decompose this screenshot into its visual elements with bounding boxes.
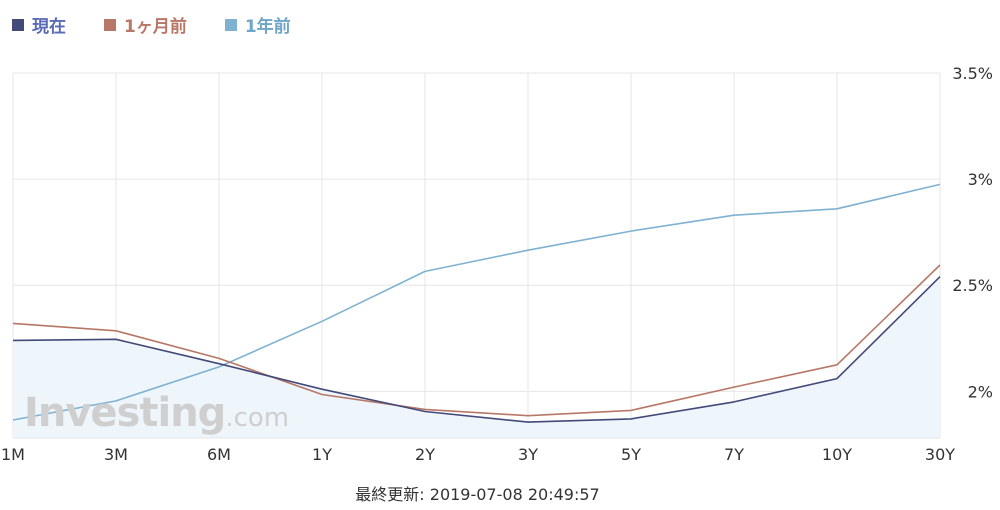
legend-swatch-icon [224, 18, 237, 31]
legend-label: 現在 [32, 17, 66, 37]
x-tick-label: 2Y [415, 445, 435, 464]
x-tick-label: 1M [1, 445, 25, 464]
area-fill [13, 276, 940, 438]
x-tick-label: 5Y [621, 445, 641, 464]
y-tick-label: 3% [968, 170, 993, 189]
last-updated-text: 最終更新: 2019-07-08 20:49:57 [355, 485, 600, 504]
chart-legend: 現在 1ヶ月前 1年前 [12, 12, 329, 37]
y-tick-label: 2% [968, 382, 993, 401]
legend-swatch-icon [104, 18, 116, 31]
legend-swatch-icon [12, 18, 24, 31]
legend-label: 1ヶ月前 [124, 17, 187, 37]
series-lines [12, 183, 941, 423]
y-tick-label: 3.5% [952, 64, 993, 83]
series-line [12, 264, 941, 417]
x-tick-label: 10Y [822, 445, 852, 464]
legend-item-current[interactable]: 現在 [12, 12, 66, 37]
legend-label: 1年前 [244, 17, 291, 37]
axes: 3.5% 3% 2.5% 2% 1M 3M 6M 1Y 2Y 3Y 5Y 7Y 10Y 30Y [1, 64, 993, 464]
series-line [12, 183, 941, 421]
x-tick-label: 6M [207, 445, 231, 464]
series-area-fill [13, 276, 940, 438]
x-tick-label: 3M [104, 445, 128, 464]
x-tick-label: 7Y [724, 445, 744, 464]
x-tick-label: 1Y [312, 445, 332, 464]
legend-item-1-year-ago[interactable]: 1年前 [224, 12, 291, 37]
y-tick-label: 2.5% [952, 276, 993, 295]
x-tick-label: 3Y [518, 445, 538, 464]
series-line [12, 276, 941, 423]
legend-item-1-month-ago[interactable]: 1ヶ月前 [104, 12, 187, 37]
x-tick-label: 30Y [925, 445, 955, 464]
